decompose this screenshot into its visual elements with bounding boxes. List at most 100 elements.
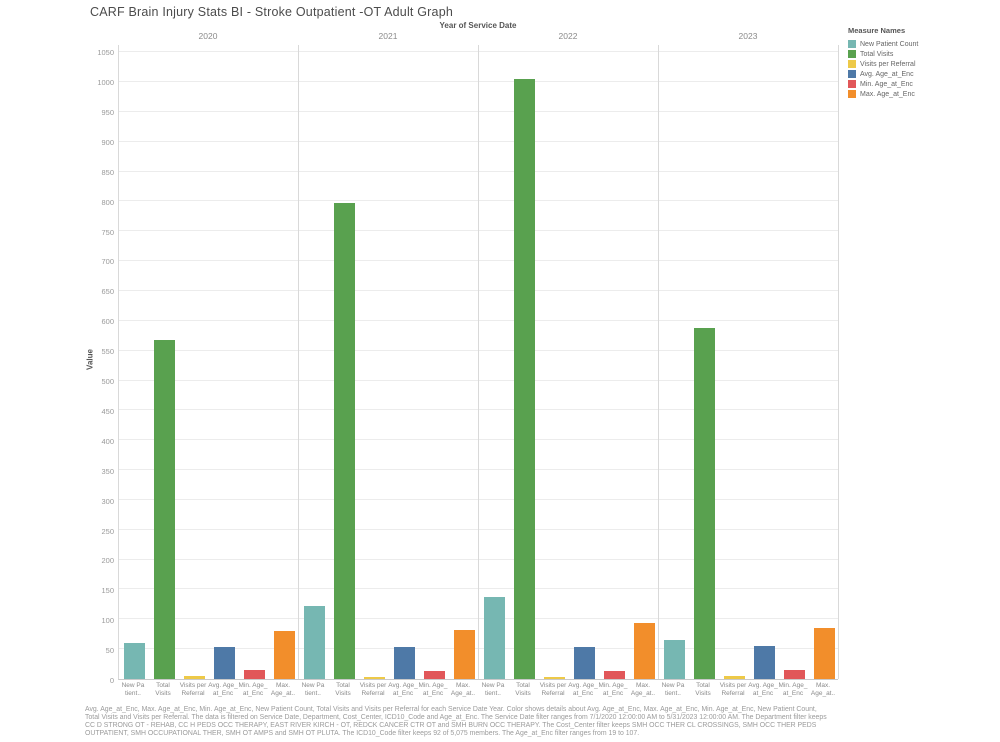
y-tick-label: 200 [101,556,114,566]
y-tick-label: 700 [101,257,114,267]
measure-label: Max. Age_at.. [450,682,476,697]
bar-min-age-at-enc-2020[interactable] [243,670,265,679]
y-tick-label: 150 [101,586,114,596]
bar-total-visits-2023[interactable] [693,327,715,679]
legend-item-avg-age-at-enc[interactable]: Avg. Age_at_Enc [848,69,998,79]
measure-label-row: New Pa tient.. Total Visits Visits per Ref… [118,682,838,697]
y-tick-label: 750 [101,227,114,237]
measure-label: Avg. Age_ at_Enc [748,682,778,697]
measure-label: Avg. Age_ at_Enc [568,682,598,697]
bar-visits-per-referral-2020[interactable] [183,676,205,679]
bar-avg-age-at-enc-2021[interactable] [393,646,415,679]
bar-max-age-at-enc-2022[interactable] [633,623,655,679]
legend-title: Measure Names [848,26,906,35]
measure-label: Min. Age_ at_Enc [238,682,268,697]
measure-label: Min. Age_ at_Enc [418,682,448,697]
bar-visits-per-referral-2021[interactable] [363,676,385,679]
legend-item-label: Min. Age_at_Enc [860,80,913,88]
bar-visits-per-referral-2022[interactable] [543,676,565,679]
y-tick-label: 800 [101,197,114,207]
legend-swatch-icon [848,90,856,98]
y-tick-label: 650 [101,287,114,297]
bar-min-age-at-enc-2021[interactable] [423,670,445,679]
measure-label: Max. Age_at.. [810,682,836,697]
legend-swatch-icon [848,80,856,88]
year-label-2020: 2020 [198,31,218,41]
y-tick-label: 100 [101,616,114,626]
y-tick-label: 500 [101,377,114,387]
legend-item-label: Max. Age_at_Enc [860,90,915,98]
y-tick-label: 1050 [97,48,114,58]
y-tick-label: 1000 [97,78,114,88]
panel-separator [838,45,839,679]
y-tick-label: 450 [101,406,114,416]
measure-label: Avg. Age_ at_Enc [208,682,238,697]
bar-avg-age-at-enc-2020[interactable] [213,646,235,679]
y-tick-label: 0 [109,676,114,685]
bar-total-visits-2020[interactable] [153,339,175,679]
bar-visits-per-referral-2023[interactable] [723,676,745,679]
y-tick-label: 900 [101,137,114,147]
measure-label: Visits per Referral [539,682,567,697]
legend-item-label: Visits per Referral [860,60,916,68]
bar-min-age-at-enc-2023[interactable] [783,670,805,679]
y-tick-label: 850 [101,167,114,177]
measure-label: Avg. Age_ at_Enc [388,682,418,697]
y-tick-label: 250 [101,526,114,536]
year-label-2022: 2022 [558,31,578,41]
bar-min-age-at-enc-2022[interactable] [603,670,625,679]
y-tick-label: 600 [101,317,114,327]
measure-label: Visits per Referral [179,682,207,697]
measure-label: New Pa tient.. [661,682,685,697]
measure-label: New Pa tient.. [481,682,505,697]
year-label-2023: 2023 [738,31,758,41]
legend-item-max-age-at-enc[interactable]: Max. Age_at_Enc [848,89,998,99]
legend: Measure Names New Patient Count Total Vis… [848,26,998,99]
legend-swatch-icon [848,60,856,68]
year-header-row: 2020 2021 2022 2023 [118,31,838,41]
bar-total-visits-2021[interactable] [333,203,355,679]
legend-item-total-visits[interactable]: Total Visits [848,49,998,59]
measure-label: Min. Age_ at_Enc [598,682,628,697]
panel-separator [658,45,659,679]
legend-item-min-age-at-enc[interactable]: Min. Age_at_Enc [848,79,998,89]
measure-label: New Pa tient.. [121,682,145,697]
y-tick-label: 550 [101,347,114,357]
measure-label: Total Visits [695,682,711,697]
measure-label: Total Visits [155,682,171,697]
y-tick-label: 950 [101,107,114,117]
measure-label: New Pa tient.. [301,682,325,697]
measure-label: Visits per Referral [359,682,387,697]
bar-total-visits-2022[interactable] [513,79,535,679]
y-tick-label: 400 [101,436,114,446]
year-label-2021: 2021 [378,31,398,41]
legend-item-visits-per-referral[interactable]: Visits per Referral [848,59,998,69]
bar-new-patient-count-2021[interactable] [303,605,325,679]
legend-swatch-icon [848,50,856,58]
caption-text: Avg. Age_at_Enc, Max. Age_at_Enc, Min. A… [85,706,827,737]
measure-label: Max. Age_at.. [270,682,296,697]
measure-label: Min. Age_ at_Enc [778,682,808,697]
measure-label: Visits per Referral [719,682,747,697]
bar-avg-age-at-enc-2022[interactable] [573,646,595,679]
bar-avg-age-at-enc-2023[interactable] [753,645,775,679]
bar-max-age-at-enc-2021[interactable] [453,630,475,679]
y-tick-label: 50 [105,646,114,656]
legend-swatch-icon [848,70,856,78]
y-tick-label: 350 [101,466,114,476]
bar-max-age-at-enc-2020[interactable] [273,630,295,679]
column-field-header: Year of Service Date [439,21,517,30]
legend-item-label: New Patient Count [860,40,919,48]
legend-item-new-patient-count[interactable]: New Patient Count [848,39,998,49]
bar-new-patient-count-2023[interactable] [663,640,685,679]
panel-separator [298,45,299,679]
bar-new-patient-count-2022[interactable] [483,597,505,679]
bar-new-patient-count-2020[interactable] [123,642,145,679]
plot-area [118,45,839,680]
page-title: CARF Brain Injury Stats BI - Stroke Outp… [90,5,454,19]
legend-item-label: Total Visits [860,50,894,58]
measure-label: Total Visits [515,682,531,697]
measure-label: Max. Age_at.. [630,682,656,697]
bar-max-age-at-enc-2023[interactable] [813,628,835,679]
